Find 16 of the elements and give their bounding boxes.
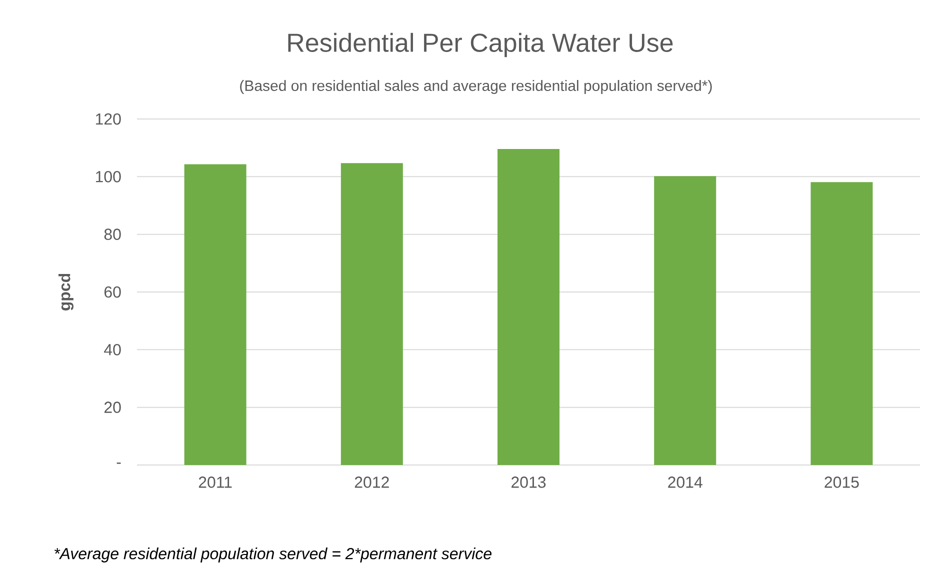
y-tick-label: 120 <box>96 113 121 125</box>
x-tick-label: 2015 <box>824 476 859 488</box>
text: *Average residential population served = 2*permanent service <box>54 548 492 562</box>
y-axis-title: gpcd <box>58 274 74 310</box>
y-tick-label: 20 <box>104 402 121 414</box>
y-tick-label: 40 <box>104 344 121 356</box>
x-tick-label: 2014 <box>668 476 702 488</box>
x-tick-label: 2011 <box>198 476 232 488</box>
y-tick-label: 80 <box>104 228 121 240</box>
chart-title: Residential Per Capita Water Use <box>288 32 673 58</box>
y-tick-label: - <box>116 462 121 464</box>
x-tick-label: 2013 <box>512 476 546 488</box>
chart-subtitle: (Based on residential sales and average residential population served*) <box>240 80 712 94</box>
y-tick-label: 100 <box>96 171 121 182</box>
x-tick-label: 2012 <box>354 476 389 488</box>
y-tick-label: 60 <box>104 286 121 298</box>
